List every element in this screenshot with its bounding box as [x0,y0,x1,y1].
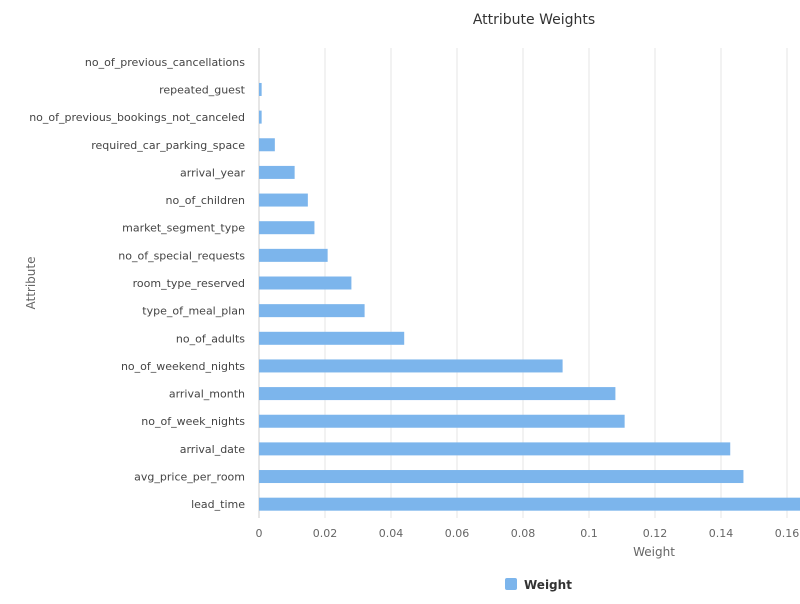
y-axis-title: Attribute [24,257,38,310]
x-tick-label: 0.04 [379,527,404,540]
y-tick-label: no_of_previous_bookings_not_canceled [29,111,245,124]
chart-title: Attribute Weights [473,12,595,28]
y-tick-label: room_type_reserved [133,277,245,290]
x-tick-label: 0.14 [709,527,734,540]
legend[interactable]: Weight [505,578,572,592]
y-tick-label: no_of_children [166,194,245,207]
bar-no_of_week_nights[interactable] [259,414,625,428]
bar-type_of_meal_plan[interactable] [259,304,365,318]
y-tick-label: repeated_guest [159,83,246,96]
x-tick-label: 0 [256,527,263,540]
y-tick-label: arrival_date [180,443,245,456]
bar-room_type_reserved[interactable] [259,276,352,290]
y-tick-label: lead_time [191,498,245,511]
x-tick-label: 0.16 [775,527,800,540]
y-tick-label: arrival_month [169,388,245,401]
bar-no_of_adults[interactable] [259,331,405,345]
y-tick-label: market_segment_type [122,222,245,235]
bar-required_car_parking_space[interactable] [259,138,275,152]
bar-no_of_previous_bookings_not_canceled[interactable] [259,110,262,124]
y-tick-label: arrival_year [180,166,245,179]
y-tick-label: avg_price_per_room [134,471,245,484]
y-tick-label: required_car_parking_space [91,139,245,152]
bar-arrival_date[interactable] [259,442,731,456]
x-tick-label: 0.1 [580,527,598,540]
bar-arrival_month[interactable] [259,387,616,401]
bar-no_of_special_requests[interactable] [259,248,328,262]
y-tick-label: no_of_previous_cancellations [85,56,245,69]
x-tick-label: 0.06 [445,527,470,540]
y-tick-labels: no_of_previous_cancellations repeated_gue… [29,56,245,511]
bar-repeated_guest[interactable] [259,82,262,96]
bars [259,82,800,511]
bar-arrival_year[interactable] [259,165,295,179]
y-tick-label: no_of_special_requests [118,249,245,262]
y-tick-label: no_of_adults [176,332,245,345]
bar-no_of_children[interactable] [259,193,308,207]
x-tick-label: 0.02 [313,527,338,540]
legend-swatch[interactable] [505,578,517,590]
bar-market_segment_type[interactable] [259,221,315,235]
x-tick-labels: 0 0.02 0.04 0.06 0.08 0.1 0.12 0.14 0.16 [256,527,800,540]
x-tick-label: 0.08 [511,527,536,540]
x-axis-title: Weight [633,545,675,559]
y-tick-label: no_of_week_nights [141,415,245,428]
bar-lead_time[interactable] [259,497,800,511]
legend-label[interactable]: Weight [524,578,572,592]
bar-avg_price_per_room[interactable] [259,470,744,484]
x-tick-label: 0.12 [643,527,668,540]
y-tick-label: no_of_weekend_nights [121,360,245,373]
gridlines [258,48,788,518]
bar-no_of_weekend_nights[interactable] [259,359,563,373]
y-tick-label: type_of_meal_plan [142,305,245,318]
